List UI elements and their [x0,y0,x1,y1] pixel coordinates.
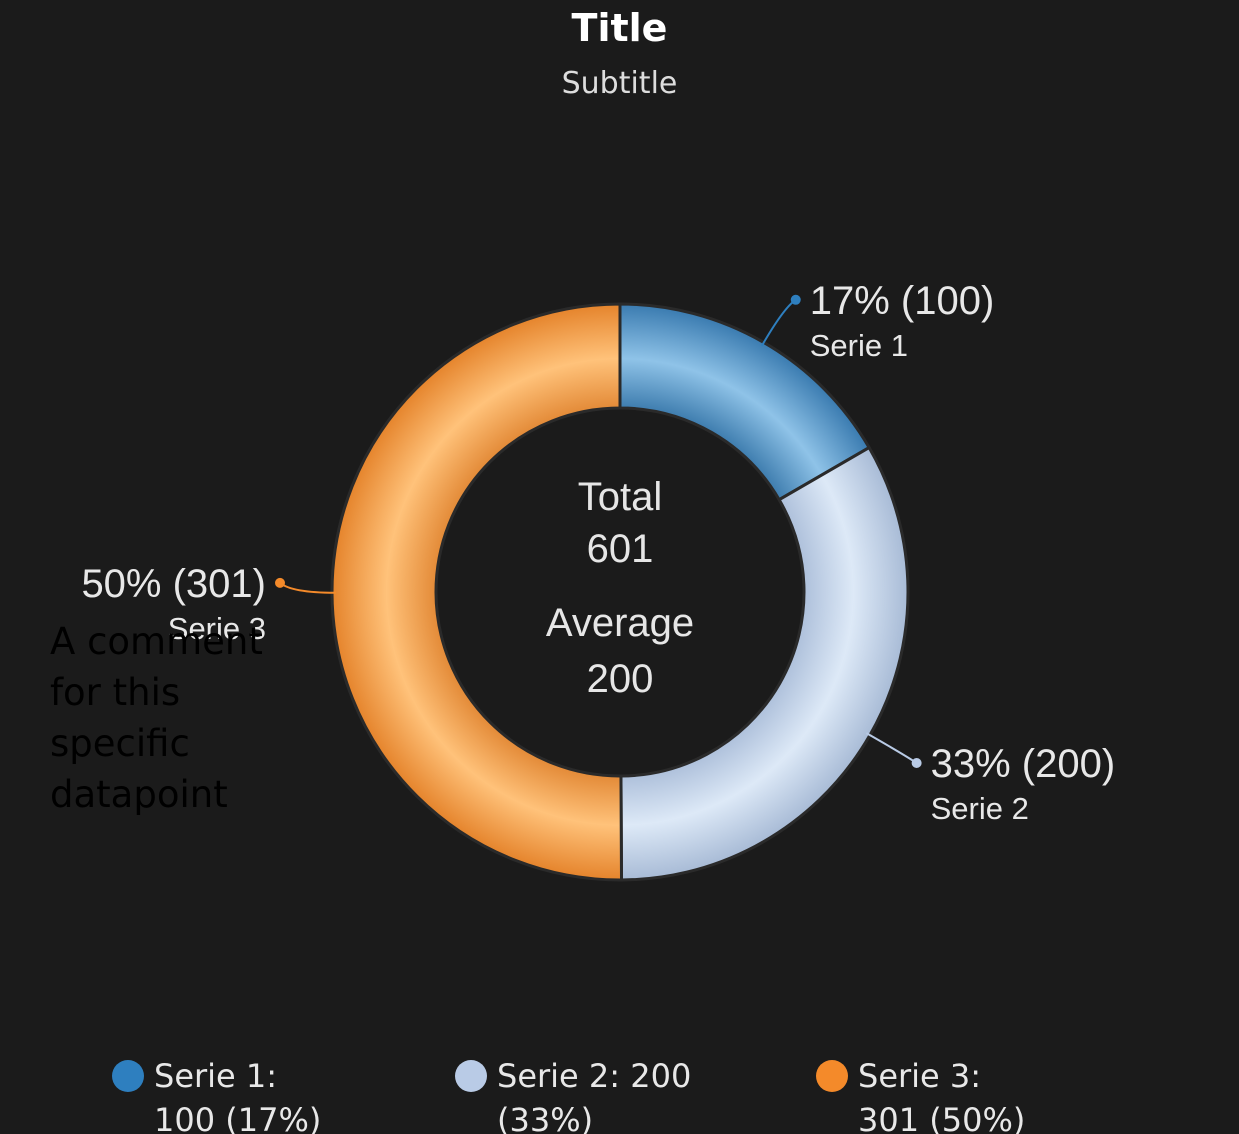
slice-serie-3[interactable] [330,302,624,882]
legend: Serie 1: 100 (17%) Serie 2: 200 (33%) Se… [0,1054,1239,1134]
center-total-label: Total [578,475,663,519]
center-total-value: 601 [587,527,654,571]
data-label-serie-1: 17% (100) [810,279,995,323]
connector-serie-2 [865,732,918,764]
center-average-label: Average [546,601,694,645]
series-label-serie-3: Serie 3 [168,611,266,646]
connector-dot-serie-1 [790,294,801,305]
connector-dot-serie-2 [911,758,922,769]
legend-label-serie-1: Serie 1: 100 (17%) [154,1057,322,1134]
legend-label-serie-3: Serie 3: 301 (50%) [858,1057,1026,1134]
chart-title: Title [571,6,668,50]
connector-dot-serie-3 [275,577,286,588]
series-label-serie-1: Serie 1 [810,328,908,363]
legend-marker-serie-2 [455,1060,487,1092]
legend-item-serie-1[interactable]: Serie 1: 100 (17%) [112,1054,344,1134]
legend-label-serie-2: Serie 2: 200 (33%) [497,1057,692,1134]
data-label-serie-3: 50% (301) [81,562,266,606]
legend-marker-serie-1 [112,1060,144,1092]
chart-subtitle: Subtitle [561,66,678,101]
data-label-serie-2: 33% (200) [931,742,1116,786]
datapoint-comment: A comment for this specific datapoint [50,620,263,816]
legend-item-serie-3[interactable]: Serie 3: 301 (50%) [816,1054,1048,1134]
connector-serie-1 [760,298,797,347]
connector-serie-3 [279,582,337,594]
slice-serie-2[interactable] [619,445,910,882]
series-label-serie-2: Serie 2 [931,791,1029,826]
legend-item-serie-2[interactable]: Serie 2: 200 (33%) [455,1054,787,1134]
donut-chart: 17% (100) Serie 1 33% (200) Serie 2 50% (301… [81,279,1116,882]
center-average-value: 200 [587,657,654,701]
legend-marker-serie-3 [816,1060,848,1092]
